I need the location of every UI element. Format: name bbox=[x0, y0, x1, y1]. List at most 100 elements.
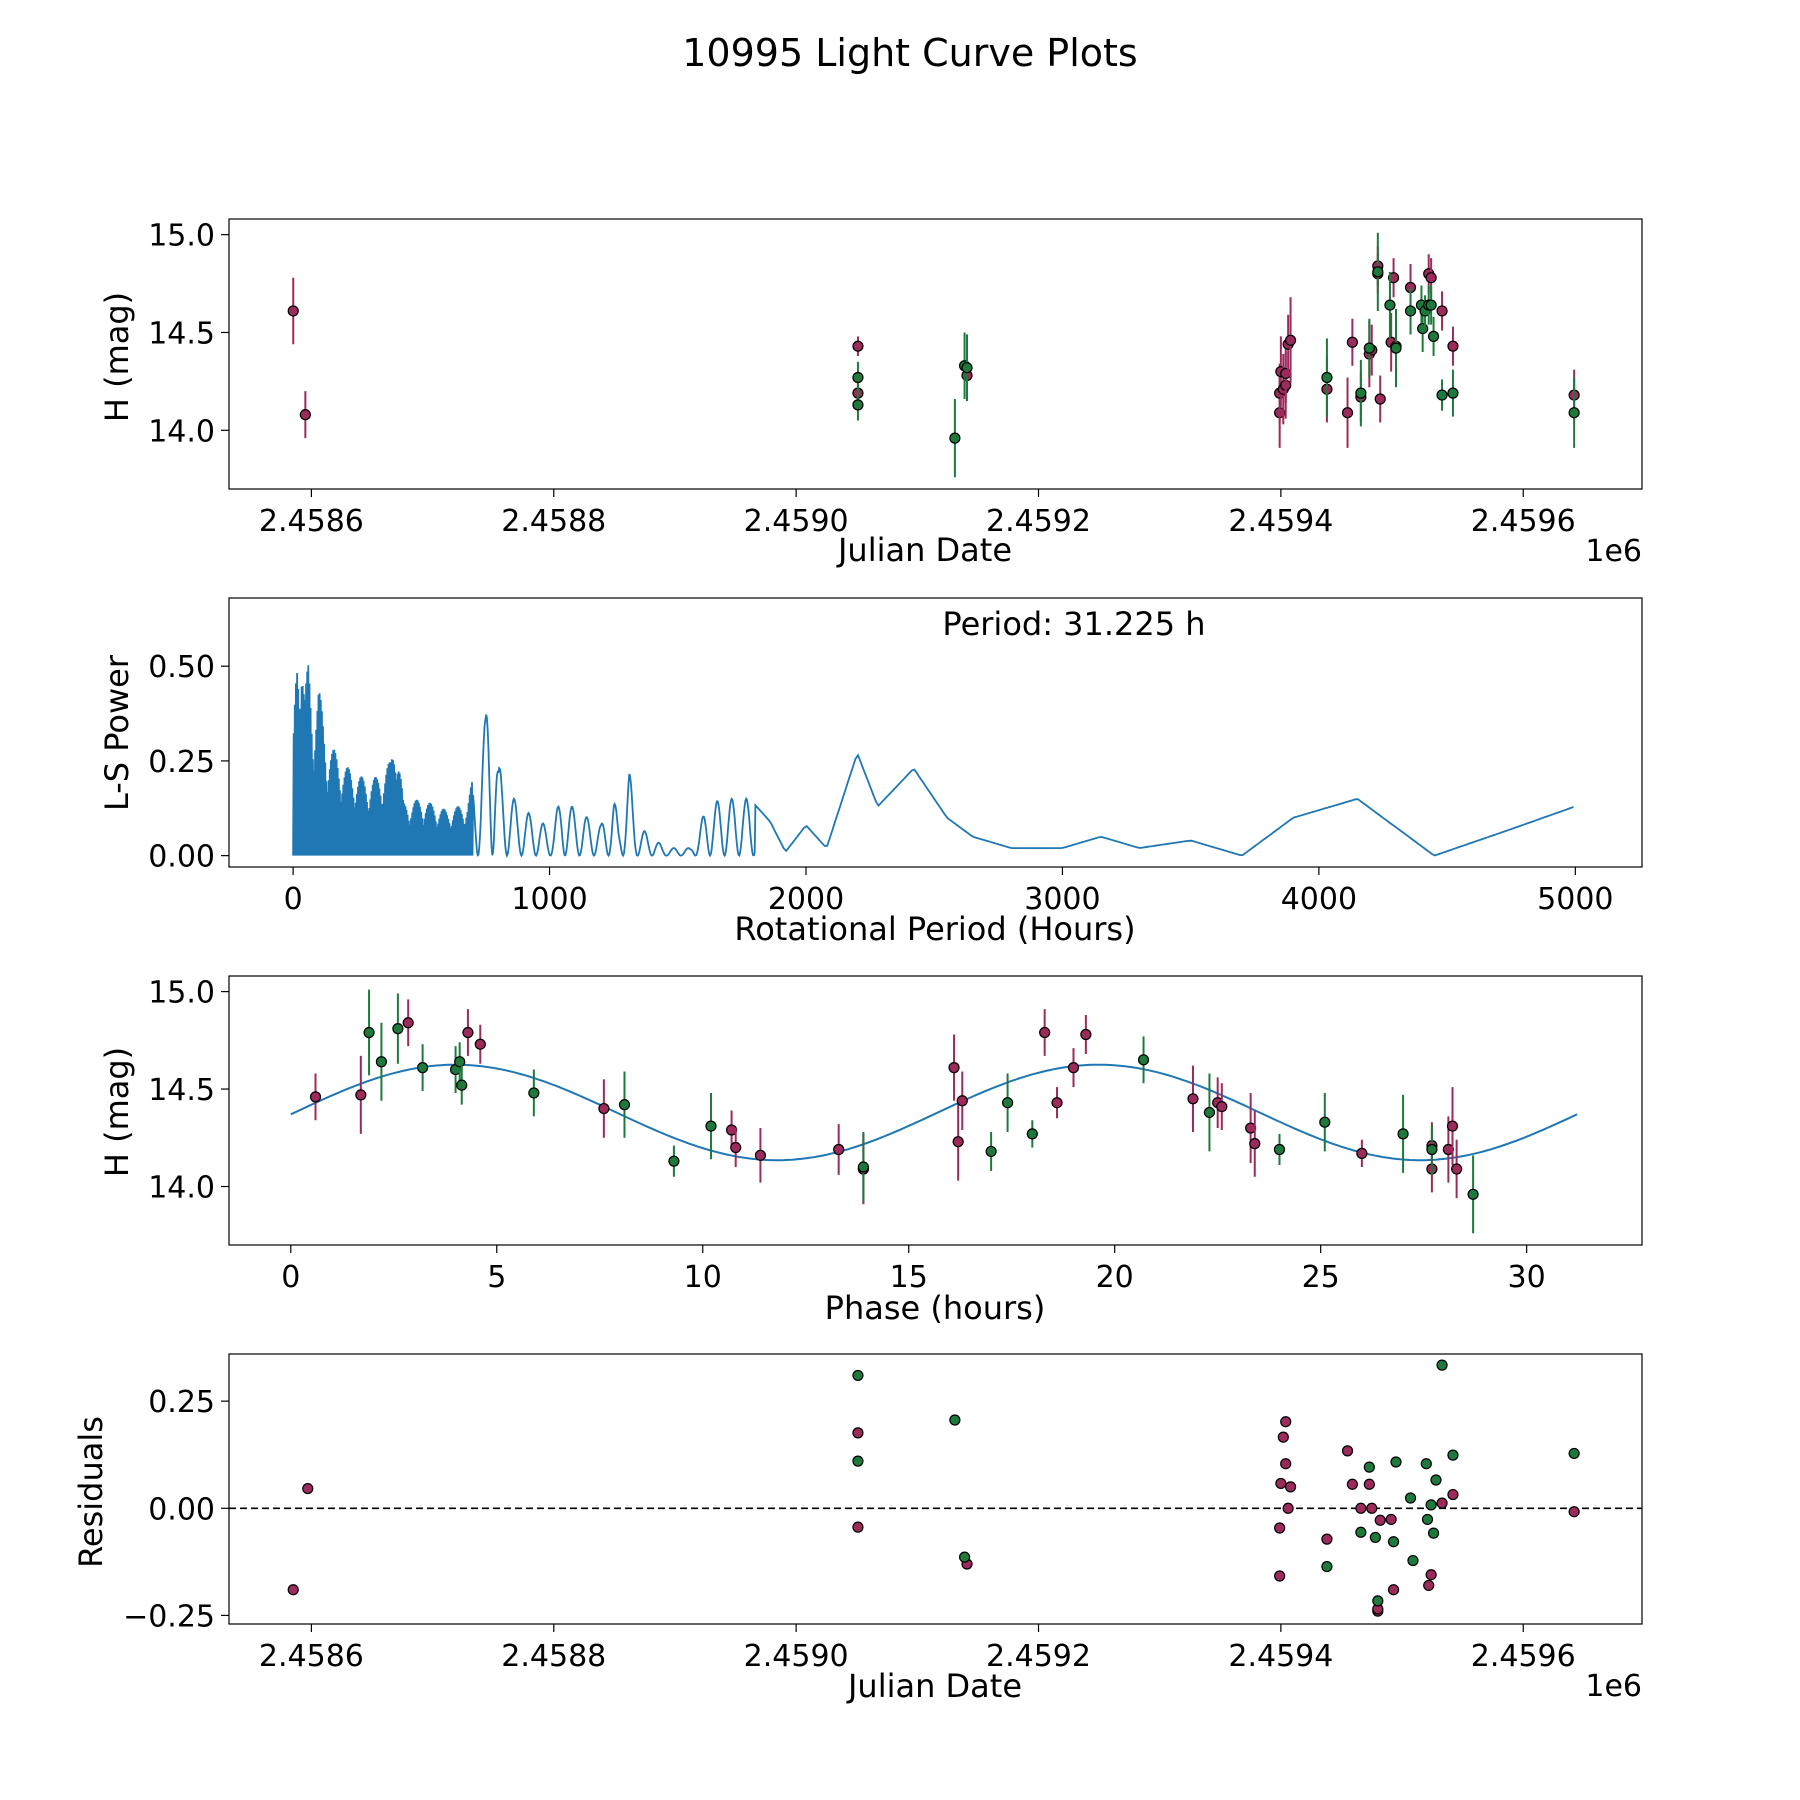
residuals-green-point bbox=[1427, 1527, 1440, 1539]
phase-folded-x-tick-label: 20 bbox=[1096, 1260, 1134, 1295]
residuals-green-point bbox=[1568, 1447, 1580, 1460]
light-curve-green-point bbox=[949, 432, 961, 444]
residuals-green-point bbox=[949, 1414, 961, 1426]
phase-folded-green-point bbox=[454, 1056, 466, 1068]
phase-folded-green-point bbox=[1203, 1106, 1216, 1119]
residuals-green-point bbox=[1436, 1359, 1448, 1371]
phase-folded-red-point bbox=[956, 1095, 968, 1107]
periodogram-y-tick-label: 0.50 bbox=[148, 650, 215, 685]
phase-folded-green-point bbox=[1319, 1116, 1331, 1128]
periodogram-line bbox=[292, 665, 1574, 858]
light-curve-green-point bbox=[1404, 305, 1417, 317]
light-curve-green-point bbox=[1436, 389, 1448, 401]
residuals-red-point bbox=[1274, 1522, 1286, 1534]
light-curve-green-point bbox=[1427, 330, 1440, 342]
phase-folded-green-point bbox=[668, 1155, 680, 1167]
residuals-y-tick-label: −0.25 bbox=[123, 1599, 215, 1634]
phase-folded-green-point bbox=[375, 1056, 388, 1068]
phase-folded-x-tick-label: 30 bbox=[1508, 1260, 1546, 1295]
phase-folded-red-point bbox=[462, 1026, 474, 1039]
residuals-green-point bbox=[1407, 1554, 1419, 1567]
residuals-red-point bbox=[1374, 1514, 1386, 1526]
residuals-red-point bbox=[1280, 1416, 1292, 1428]
light-curve-red-point bbox=[1346, 336, 1358, 348]
residuals-points bbox=[229, 1359, 1642, 1617]
light-curve-green-point bbox=[1363, 342, 1375, 354]
light-curve-x-tick-label: 2.4588 bbox=[501, 504, 606, 539]
phase-folded-green-point bbox=[985, 1145, 997, 1158]
phase-folded-green-point bbox=[857, 1161, 870, 1173]
phase-folded-red-point bbox=[598, 1102, 610, 1115]
residuals-green-point bbox=[1387, 1536, 1400, 1548]
phase-folded-red-point bbox=[309, 1091, 322, 1103]
residuals-green-point bbox=[1425, 1499, 1437, 1511]
residuals-green-point bbox=[852, 1369, 864, 1382]
light-curve-plot: 2.4586 2.4588 2.4590 2.4592 2.4594 2.4596 14.0… bbox=[98, 218, 1643, 569]
light-curve-axes: 2.4586 2.4588 2.4590 2.4592 2.4594 2.4596 14.0… bbox=[148, 218, 1643, 539]
residuals-red-point bbox=[852, 1521, 864, 1533]
periodogram-x-tick-label: 3000 bbox=[1024, 882, 1100, 917]
light-curve-green-point bbox=[1425, 299, 1437, 311]
phase-folded-x-tick-label: 10 bbox=[684, 1260, 722, 1295]
light-curve-points bbox=[287, 232, 1580, 478]
light-curve-green-point bbox=[1384, 299, 1396, 311]
light-curve-green-point bbox=[1417, 322, 1429, 335]
residuals-green-point bbox=[1390, 1456, 1402, 1468]
phase-folded-red-point bbox=[474, 1038, 486, 1050]
phase-folded-green-point bbox=[417, 1062, 429, 1074]
phase-folded-green-point bbox=[1273, 1143, 1286, 1156]
periodogram-x-tick-label: 5000 bbox=[1537, 882, 1613, 917]
phase-folded-frame bbox=[228, 975, 1643, 1246]
light-curve-x-label: Julian Date bbox=[836, 531, 1012, 569]
periodogram-x-tick-label: 4000 bbox=[1281, 882, 1357, 917]
residuals-red-point bbox=[852, 1427, 864, 1439]
residuals-green-point bbox=[852, 1455, 864, 1467]
residuals-red-point bbox=[1363, 1478, 1375, 1490]
residuals-green-point bbox=[1363, 1461, 1375, 1473]
light-curve-red-point bbox=[1284, 334, 1297, 346]
residuals-green-point bbox=[1369, 1531, 1381, 1544]
phase-folded-x-tick-label: 15 bbox=[890, 1260, 928, 1295]
residuals-red-point bbox=[287, 1584, 299, 1596]
phase-folded-red-point bbox=[952, 1136, 964, 1148]
residuals-green-point bbox=[1420, 1458, 1432, 1470]
phase-folded-red-point bbox=[355, 1089, 367, 1101]
phase-folded-green-point bbox=[1426, 1143, 1438, 1156]
periodogram-y-tick-label: 0.00 bbox=[148, 840, 215, 875]
periodogram-plot: 0 1000 2000 3000 4000 5000 0.00 0.25 0.50 Period… bbox=[98, 597, 1643, 948]
residuals-red-point bbox=[1341, 1445, 1354, 1457]
residuals-red-point bbox=[302, 1482, 314, 1495]
light-curve-green-point bbox=[1568, 407, 1580, 419]
phase-folded-red-point bbox=[1216, 1101, 1228, 1113]
residuals-red-point bbox=[1425, 1569, 1437, 1581]
residuals-red-point bbox=[1284, 1481, 1297, 1493]
residuals-red-point bbox=[1346, 1478, 1358, 1490]
residuals-red-point bbox=[1447, 1488, 1459, 1501]
phase-folded-x-tick-label: 25 bbox=[1302, 1260, 1340, 1295]
phase-folded-red-point bbox=[754, 1149, 767, 1161]
light-curve-x-tick-label: 2.4590 bbox=[744, 504, 849, 539]
residuals-frame bbox=[228, 1353, 1643, 1625]
periodogram-x-tick-label: 0 bbox=[284, 882, 303, 917]
phase-folded-red-point bbox=[1039, 1026, 1051, 1039]
light-curve-y-tick-label: 14.5 bbox=[148, 316, 215, 351]
phase-folded-green-point bbox=[1001, 1097, 1014, 1109]
light-curve-red-point bbox=[299, 409, 311, 421]
phase-folded-green-point bbox=[1467, 1188, 1479, 1200]
periodogram-axes: 0 1000 2000 3000 4000 5000 0.00 0.25 0.50 bbox=[148, 597, 1643, 917]
phase-folded-red-point bbox=[402, 1017, 414, 1029]
light-curve-red-point bbox=[1425, 272, 1437, 284]
residuals-red-point bbox=[1275, 1477, 1287, 1490]
phase-folded-red-point bbox=[833, 1143, 845, 1156]
light-curve-x-tick-label: 2.4586 bbox=[259, 504, 364, 539]
light-curve-red-point bbox=[1374, 393, 1386, 405]
light-curve-red-point bbox=[1280, 367, 1292, 380]
periodogram-line-layer bbox=[292, 665, 1574, 858]
residuals-x-tick-label: 2.4588 bbox=[501, 1639, 606, 1674]
phase-folded-red-point bbox=[948, 1062, 960, 1074]
phase-folded-x-tick-label: 5 bbox=[487, 1260, 506, 1295]
residuals-y-tick-label: 0.00 bbox=[148, 1492, 215, 1527]
phase-folded-green-point bbox=[363, 1026, 375, 1039]
phase-folded-axes: 0 5 10 15 20 25 30 14.0 14.5 15.0 bbox=[148, 975, 1643, 1295]
light-curve-red-point bbox=[852, 340, 864, 352]
